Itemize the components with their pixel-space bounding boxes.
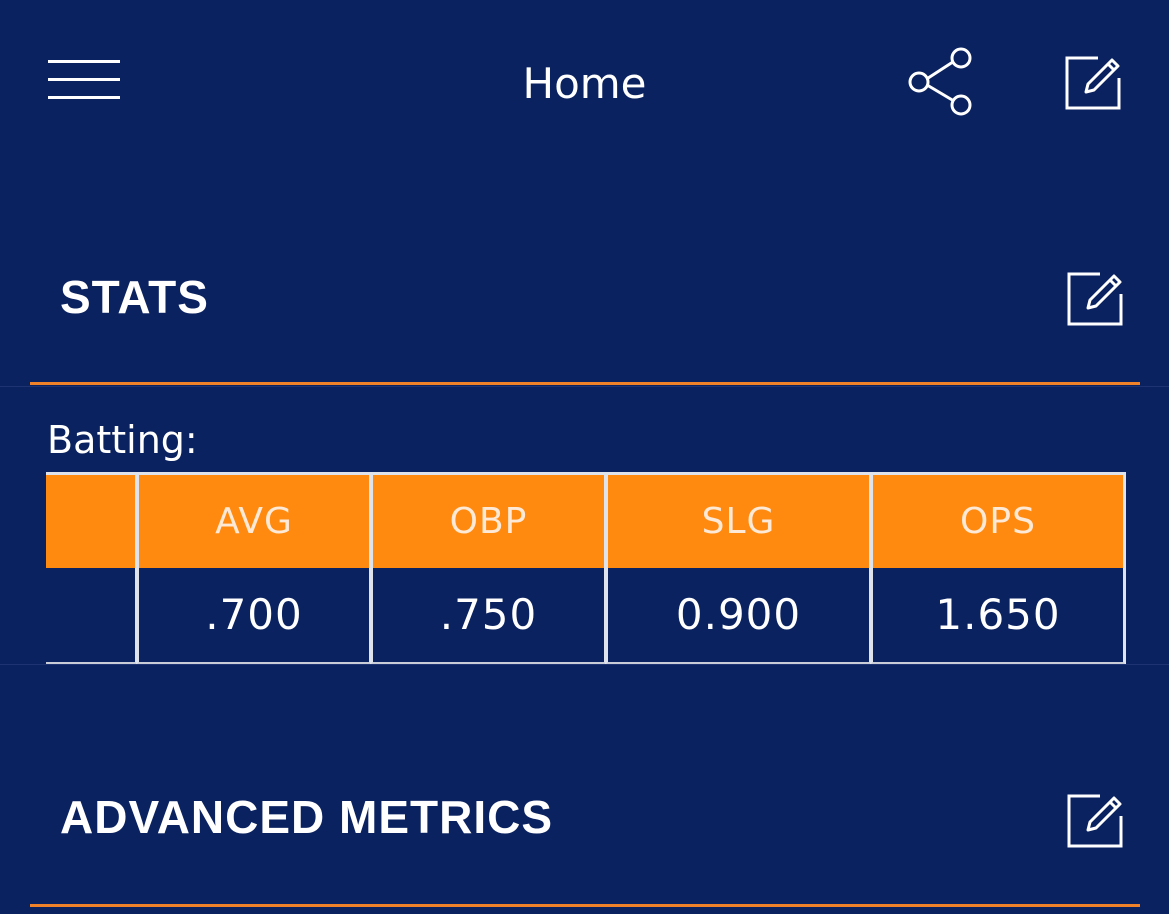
stat-value: [46, 568, 135, 662]
page-title: Home: [522, 59, 647, 108]
edit-icon[interactable]: [1064, 52, 1124, 112]
edit-icon[interactable]: [1066, 790, 1126, 850]
divider: [0, 386, 1169, 387]
stat-value: .700: [139, 568, 369, 662]
hamburger-menu-icon[interactable]: [48, 58, 120, 102]
stat-value: .750: [373, 568, 604, 662]
menu-line: [48, 78, 120, 81]
stat-column: OPS 1.650: [870, 472, 1126, 665]
section-divider: [30, 382, 1140, 385]
stat-column: AVG .700: [136, 472, 372, 665]
menu-line: [48, 96, 120, 99]
section-divider: [30, 904, 1140, 907]
stat-value: 0.900: [608, 568, 869, 662]
stat-column: C: [46, 472, 138, 665]
stat-value: 1.650: [873, 568, 1123, 662]
share-icon[interactable]: [904, 44, 976, 120]
column-header: OPS: [873, 475, 1123, 568]
column-header: C: [46, 475, 135, 568]
stat-column: OBP .750: [370, 472, 607, 665]
edit-icon[interactable]: [1066, 268, 1126, 328]
stat-column: SLG 0.900: [605, 472, 872, 665]
menu-line: [48, 60, 120, 63]
column-header: OBP: [373, 475, 604, 568]
batting-stats-table[interactable]: C AVG .700 OBP .750 SLG 0.900 OPS 1.650: [46, 472, 1126, 665]
divider: [0, 664, 1169, 665]
advanced-metrics-section-title: ADVANCED METRICS: [60, 791, 554, 843]
batting-label: Batting:: [47, 418, 198, 462]
column-header: SLG: [608, 475, 869, 568]
stats-section-title: STATS: [60, 271, 209, 323]
column-header: AVG: [139, 475, 369, 568]
